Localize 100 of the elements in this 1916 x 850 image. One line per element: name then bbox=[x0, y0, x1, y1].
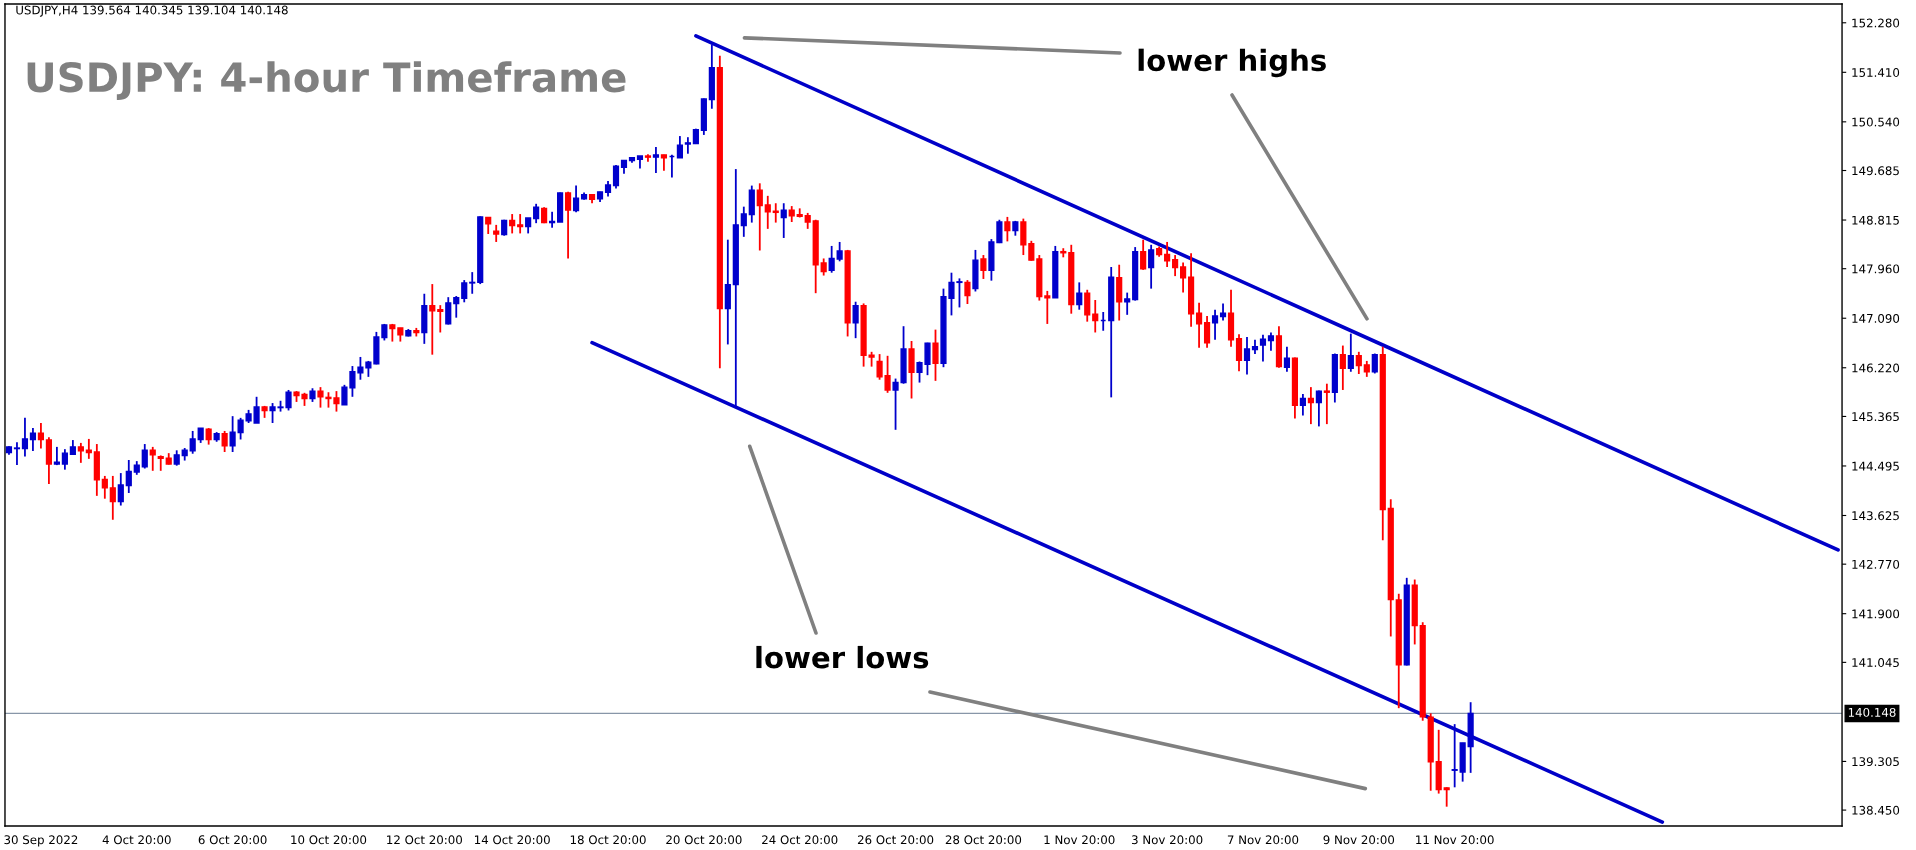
x-tick-label: 11 Nov 20:00 bbox=[1416, 835, 1494, 845]
y-tick-label: 142.770 bbox=[1852, 559, 1900, 569]
x-tick-label: 3 Nov 20:00 bbox=[1131, 835, 1203, 845]
candlestick bbox=[101, 475, 108, 500]
candlestick bbox=[437, 304, 444, 334]
candlestick bbox=[1267, 331, 1275, 352]
y-tick-label: 148.815 bbox=[1852, 215, 1899, 225]
candlestick bbox=[780, 202, 787, 239]
candlestick bbox=[1243, 336, 1251, 376]
candlestick bbox=[1195, 301, 1203, 349]
x-tick-label: 4 Oct 20:00 bbox=[102, 835, 171, 845]
candlestick bbox=[1339, 344, 1346, 391]
candlestick bbox=[29, 427, 37, 452]
annotation: lower lows bbox=[756, 645, 929, 669]
x-tick-label: 14 Oct 20:00 bbox=[474, 835, 550, 845]
annotation: USDJPY,H4 139.564 140.345 139.104 140.148 bbox=[16, 5, 288, 17]
candlestick bbox=[1180, 261, 1187, 294]
candlestick bbox=[932, 328, 939, 382]
candlestick bbox=[237, 416, 244, 441]
candlestick bbox=[221, 430, 228, 453]
candlestick bbox=[37, 422, 45, 450]
candlestick bbox=[1028, 239, 1035, 262]
annotation: lower highs bbox=[1138, 48, 1326, 78]
y-tick-label: 146.220 bbox=[1852, 363, 1900, 373]
candlestick bbox=[612, 164, 620, 190]
candlestick bbox=[189, 430, 196, 455]
candlestick bbox=[229, 415, 236, 453]
candlestick bbox=[317, 386, 324, 409]
candlestick bbox=[1347, 332, 1354, 373]
candlestick bbox=[1315, 389, 1322, 428]
candlestick bbox=[740, 205, 747, 238]
x-tick-label: 12 Oct 20:00 bbox=[387, 835, 463, 845]
candlestick bbox=[828, 245, 835, 274]
candlestick bbox=[1235, 333, 1243, 373]
candlestick bbox=[1172, 254, 1179, 278]
candlestick bbox=[157, 454, 164, 472]
y-tick-label: 145.365 bbox=[1852, 412, 1899, 422]
x-tick-label: 30 Sep 2022 bbox=[4, 835, 78, 847]
candlestick bbox=[21, 416, 29, 458]
y-tick-label: 138.450 bbox=[1852, 805, 1900, 815]
candlestick bbox=[1076, 281, 1083, 311]
candlestick bbox=[1116, 263, 1123, 322]
candlestick bbox=[1355, 350, 1362, 375]
candlestick bbox=[1140, 238, 1147, 271]
candlestick bbox=[509, 213, 516, 235]
y-tick-label: 141.045 bbox=[1852, 658, 1899, 668]
x-tick-label: 7 Nov 20:00 bbox=[1227, 835, 1299, 845]
candlestick bbox=[149, 445, 156, 472]
candlestick bbox=[125, 459, 132, 494]
candlestick bbox=[1004, 215, 1011, 243]
candlestick bbox=[445, 296, 452, 326]
candlestick bbox=[756, 182, 763, 252]
candlestick bbox=[61, 448, 68, 471]
candlestick bbox=[453, 295, 460, 319]
x-tick-label: 18 Oct 20:00 bbox=[570, 835, 646, 845]
candlestick bbox=[1148, 243, 1155, 290]
candlestick bbox=[533, 202, 540, 225]
candlestick bbox=[429, 283, 436, 356]
y-tick-label: 147.960 bbox=[1852, 264, 1900, 274]
candlestick bbox=[1092, 299, 1099, 334]
candlestick bbox=[1044, 290, 1051, 325]
y-tick-label: 147.090 bbox=[1852, 313, 1900, 323]
y-tick-label: 143.625 bbox=[1852, 511, 1899, 521]
candlestick bbox=[517, 213, 524, 235]
candlestick bbox=[836, 241, 843, 263]
candlestick bbox=[1299, 393, 1306, 417]
y-tick-label: 149.685 bbox=[1852, 166, 1899, 176]
y-tick-label: 141.900 bbox=[1852, 609, 1900, 619]
candlestick bbox=[1259, 333, 1267, 363]
candlestick bbox=[1451, 723, 1458, 789]
candlestick bbox=[45, 436, 53, 485]
candlestick bbox=[1323, 382, 1330, 426]
y-tick-label: 144.495 bbox=[1852, 461, 1899, 471]
candlestick bbox=[1283, 345, 1291, 373]
candlestick bbox=[77, 442, 84, 464]
candlestick bbox=[1164, 241, 1171, 268]
candlestick bbox=[684, 136, 691, 155]
candlestick bbox=[852, 300, 859, 340]
x-tick-label: 20 Oct 20:00 bbox=[666, 835, 742, 845]
x-tick-label: 26 Oct 20:00 bbox=[857, 835, 934, 845]
y-tick-label: 151.410 bbox=[1852, 68, 1900, 77]
x-tick-label: 1 Nov 20:00 bbox=[1044, 835, 1115, 845]
candlestick bbox=[964, 279, 971, 305]
candlestick bbox=[1307, 386, 1314, 426]
y-tick-label: 152.280 bbox=[1852, 18, 1900, 28]
candlestick bbox=[1203, 315, 1211, 349]
candlestick bbox=[469, 271, 476, 295]
candlestick bbox=[1124, 291, 1131, 316]
candlestick bbox=[1443, 786, 1450, 808]
x-tick-label: 28 Oct 20:00 bbox=[945, 835, 1022, 845]
text: USDJPY: 4-hour Timeframe bbox=[27, 61, 626, 100]
candlestick bbox=[1084, 288, 1091, 323]
x-tick-label: 6 Oct 20:00 bbox=[198, 835, 267, 845]
candlestick bbox=[141, 443, 148, 470]
candlestick bbox=[572, 184, 580, 214]
candlestick bbox=[117, 472, 124, 507]
candlestick bbox=[652, 145, 660, 174]
candlestick bbox=[724, 238, 731, 346]
candlestick bbox=[676, 135, 683, 159]
candlestick bbox=[980, 254, 987, 280]
